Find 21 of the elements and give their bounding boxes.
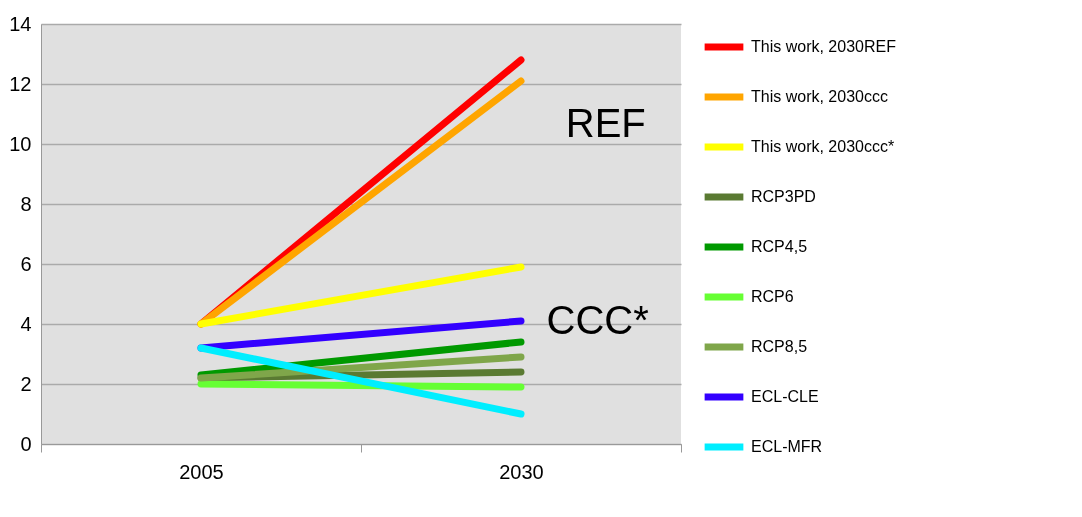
legend-label: RCP3PD [751, 188, 816, 205]
annotation: CCC* [546, 298, 649, 343]
x-tick-label: 2005 [179, 460, 224, 483]
legend-label: This work, 2030REF [751, 38, 897, 55]
legend-label: RCP4,5 [751, 238, 808, 255]
legend-label: This work, 2030ccc* [751, 138, 895, 155]
legend-label: RCP6 [751, 288, 794, 305]
y-tick-label: 0 [20, 432, 32, 455]
y-tick-label: 10 [9, 132, 32, 155]
y-tick-label: 6 [20, 252, 32, 275]
y-tick-label: 14 [9, 12, 32, 35]
legend-label: ECL-CLE [751, 388, 819, 405]
y-tick-label: 2 [20, 372, 32, 395]
y-tick-label: 8 [20, 192, 32, 215]
y-tick-label: 4 [20, 312, 32, 335]
x-tick-label: 2030 [499, 460, 544, 483]
annotation: REF [565, 100, 646, 145]
legend-label: This work, 2030ccc [751, 88, 888, 105]
legend-label: RCP8,5 [751, 338, 808, 355]
legend-label: ECL-MFR [751, 438, 823, 455]
y-tick-label: 12 [9, 72, 32, 95]
